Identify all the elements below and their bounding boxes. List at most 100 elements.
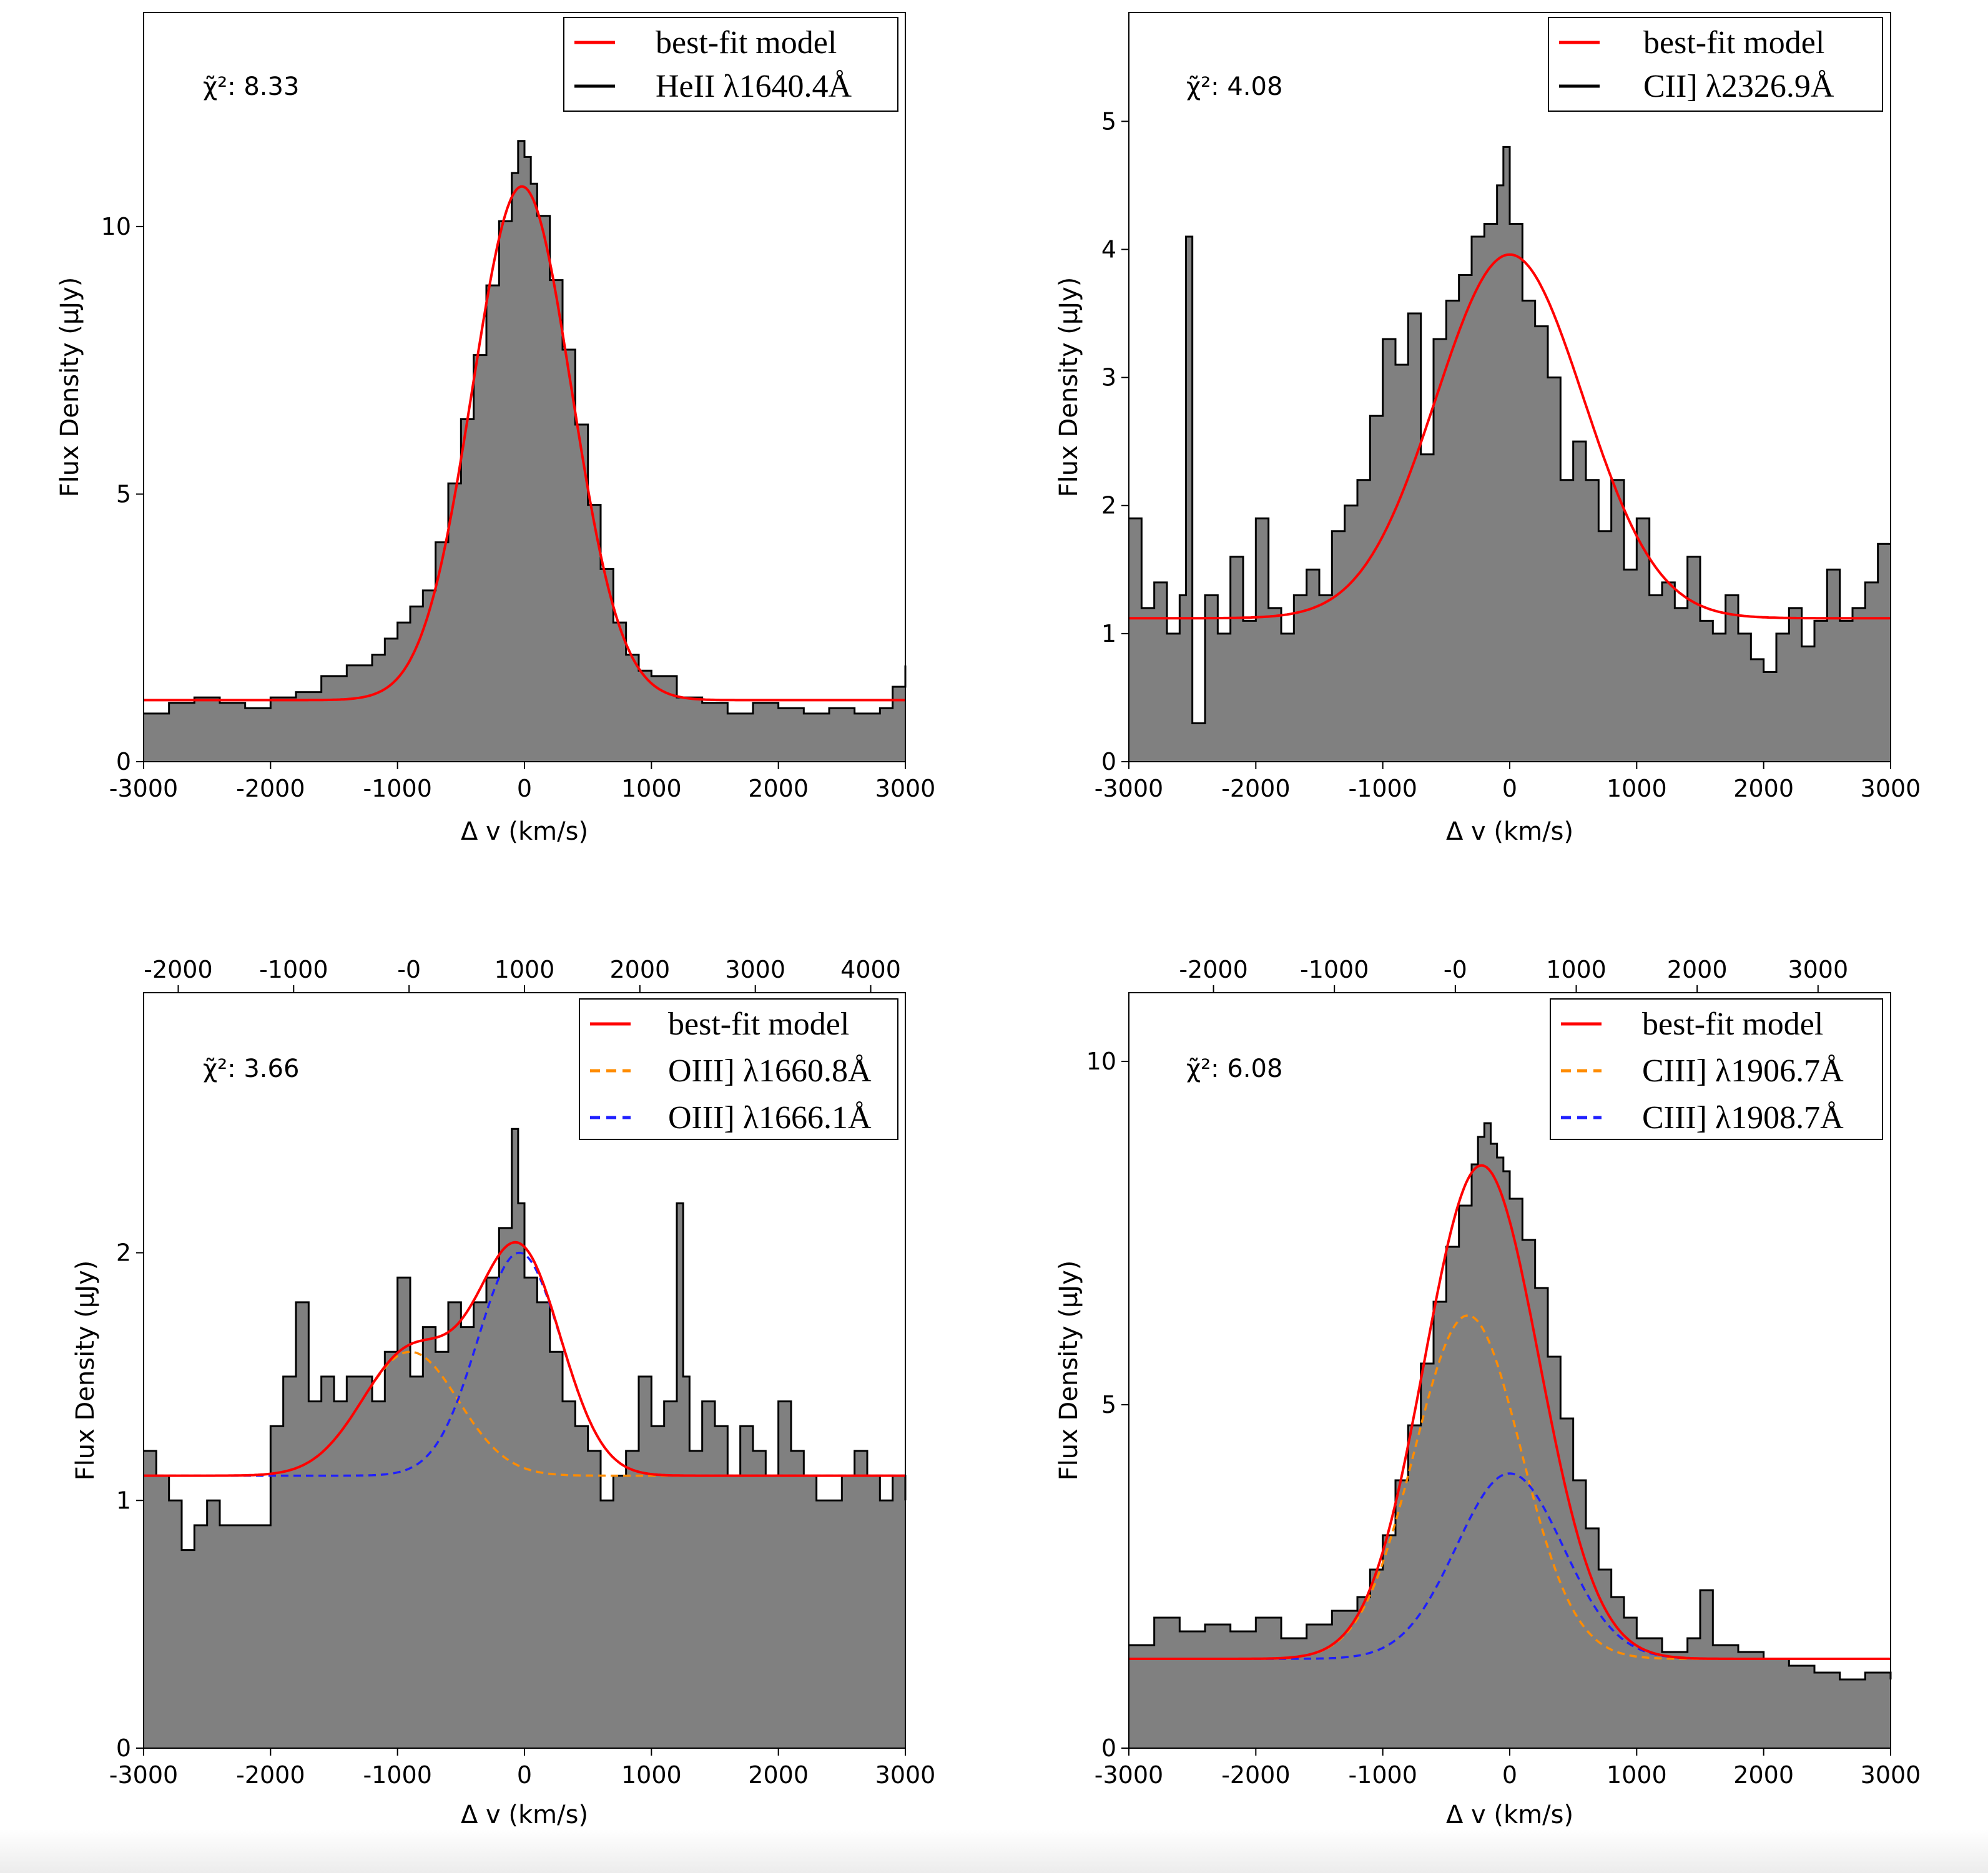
y-tick-label: 0	[116, 748, 131, 775]
x-tick-label: -3000	[1095, 1761, 1163, 1789]
y-tick-label: 5	[116, 480, 131, 508]
model-curve	[1129, 1164, 1891, 1660]
y-axis-label: Flux Density (μJy)	[71, 1261, 100, 1481]
x-tick-label: -3000	[109, 775, 178, 802]
x-tick-label: 0	[517, 1761, 532, 1789]
top-x-tick-label: 3000	[725, 956, 785, 983]
legend: best-fit model OIII] λ1660.8Å OIII] λ166…	[579, 998, 898, 1140]
top-x-tick-label: 4000	[840, 956, 901, 983]
spectrum-layer	[144, 1128, 907, 1748]
y-tick-label: 3	[1101, 364, 1116, 391]
x-tick-label: 0	[1502, 775, 1517, 802]
spectrum-layer	[1129, 145, 1891, 762]
x-tick-label: 1000	[1607, 1761, 1667, 1789]
spectrum-fill	[144, 140, 905, 762]
legend-label-model: best-fit model	[656, 25, 837, 61]
spectrum-outline	[1129, 145, 1891, 724]
legend: best-fit model CIII] λ1906.7Å CIII] λ190…	[1550, 998, 1883, 1140]
legend-label-comp2: OIII] λ1666.1Å	[668, 1100, 872, 1136]
x-tick-label: 2000	[1733, 1761, 1794, 1789]
y-tick-label: 0	[116, 1734, 131, 1762]
x-ticks: -3000 -2000 -1000 0 1000 2000 3000	[1095, 762, 1921, 802]
chi2-label: χ̃²: 8.33	[203, 72, 299, 101]
x-tick-label: -2000	[236, 775, 305, 802]
legend-box	[1548, 17, 1883, 112]
x-tick-label: -1000	[363, 775, 431, 802]
panel-cii: -3000 -2000 -1000 0 1000 2000 3000 0 1 2 3 4 5 Δ v …	[1055, 12, 1921, 846]
legend-label-comp1: CIII] λ1906.7Å	[1642, 1053, 1844, 1089]
y-tick-label: 2	[1101, 492, 1116, 519]
x-tick-label: -1000	[1348, 775, 1417, 802]
chi2-label: χ̃²: 4.08	[1186, 72, 1282, 101]
model-curve	[144, 185, 905, 702]
x-tick-label: -2000	[1221, 775, 1290, 802]
x-tick-label: -1000	[363, 1761, 431, 1789]
legend-label-model: best-fit model	[668, 1006, 849, 1042]
spectrum-outline	[144, 140, 907, 715]
x-tick-label: -2000	[1221, 1761, 1290, 1789]
y-tick-label: 5	[1101, 1391, 1116, 1418]
top-x-tick-label: -2000	[1179, 956, 1247, 983]
y-tick-label: 0	[1101, 1734, 1116, 1762]
model-layer	[1129, 1164, 1891, 1660]
top-x-tick-label: 2000	[609, 956, 670, 983]
chi2-label: χ̃²: 6.08	[1186, 1054, 1282, 1083]
x-tick-label: 1000	[1607, 775, 1667, 802]
top-x-tick-label: 1000	[495, 956, 555, 983]
y-tick-label: 10	[101, 213, 131, 240]
top-x-ticks: -2000 -1000 -0 1000 2000 3000	[1179, 956, 1848, 993]
top-x-tick-label: -0	[1444, 956, 1467, 983]
model-curve	[144, 1241, 905, 1477]
x-tick-label: 1000	[621, 775, 682, 802]
y-ticks: 0 5 10	[1086, 1048, 1129, 1762]
y-ticks: 0 1 2	[116, 1239, 144, 1762]
x-axis-label: Δ v (km/s)	[1446, 1801, 1573, 1829]
y-axis-label: Flux Density (μJy)	[1055, 1261, 1083, 1481]
x-tick-label: -3000	[1095, 775, 1163, 802]
panel-heii: -3000 -2000 -1000 0 1000 2000 3000 0 5 10 Δ v (k…	[56, 12, 935, 846]
x-ticks: -3000 -2000 -1000 0 1000 2000 3000	[109, 1748, 936, 1789]
x-ticks: -3000 -2000 -1000 0 1000 2000 3000	[109, 762, 936, 802]
x-tick-label: 0	[517, 775, 532, 802]
chi2-label: χ̃²: 3.66	[203, 1054, 299, 1083]
y-tick-label: 1	[1101, 620, 1116, 647]
bottom-fade	[0, 1829, 1988, 1873]
panel-oiii: -3000 -2000 -1000 0 1000 2000 3000 -2000 -1000-…	[71, 956, 935, 1829]
top-x-tick-label: 2000	[1667, 956, 1728, 983]
x-tick-label: 3000	[1861, 1761, 1921, 1789]
x-tick-label: 1000	[621, 1761, 682, 1789]
legend-label-model: best-fit model	[1643, 25, 1824, 61]
x-tick-label: 0	[1502, 1761, 1517, 1789]
model-curve	[1129, 253, 1891, 620]
y-ticks: 0 5 10	[101, 213, 144, 775]
spectrum-layer	[144, 140, 907, 762]
legend-label-line: HeII λ1640.4Å	[656, 69, 852, 104]
spectrum-outline	[1129, 1122, 1892, 1681]
spectrum-outline	[144, 1128, 907, 1551]
legend-label-model: best-fit model	[1642, 1006, 1823, 1042]
x-axis-label: Δ v (km/s)	[1446, 817, 1573, 846]
x-tick-label: 3000	[875, 1761, 936, 1789]
legend-label-comp2: CIII] λ1908.7Å	[1642, 1100, 1844, 1136]
y-tick-label: 5	[1101, 107, 1116, 135]
x-tick-label: 2000	[748, 775, 809, 802]
y-tick-label: 2	[116, 1239, 131, 1267]
legend: best-fit model CII] λ2326.9Å	[1548, 17, 1883, 112]
top-x-tick-label: 1000	[1546, 956, 1607, 983]
spectrum-fill	[144, 1129, 905, 1748]
x-axis-label: Δ v (km/s)	[461, 817, 588, 846]
top-x-tick-label: -1000	[1300, 956, 1369, 983]
legend: best-fit model HeII λ1640.4Å	[563, 17, 898, 112]
x-tick-label: 3000	[875, 775, 936, 802]
x-ticks: -3000 -2000 -1000 0 1000 2000 3000	[1095, 1748, 1921, 1789]
y-tick-label: 0	[1101, 748, 1116, 775]
y-axis-label: Flux Density (μJy)	[56, 277, 84, 498]
legend-box	[563, 17, 898, 112]
model-layer	[1129, 253, 1891, 620]
legend-label-line: CII] λ2326.9Å	[1643, 69, 1834, 104]
x-tick-label: 2000	[1733, 775, 1794, 802]
y-tick-label: 10	[1086, 1048, 1116, 1075]
legend-label-comp1: OIII] λ1660.8Å	[668, 1053, 872, 1089]
y-ticks: 0 1 2 3 4 5	[1101, 107, 1129, 775]
